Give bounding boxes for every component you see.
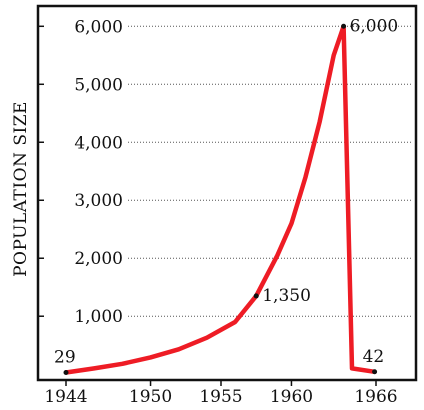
- annotation-label: 29: [54, 348, 76, 368]
- x-tick-label: 1955: [199, 387, 242, 407]
- y-axis-ticks: 1,000 2,000 3,000 4,000 5,000 6,000: [38, 17, 123, 327]
- annotation-point: [63, 370, 69, 376]
- y-tick-label: 5,000: [74, 75, 123, 95]
- grid-lines: [128, 25, 412, 317]
- annotation-point: [372, 369, 378, 375]
- annotation-point: [253, 293, 259, 299]
- x-tick-label: 1966: [354, 387, 397, 407]
- y-tick-label: 4,000: [74, 133, 123, 153]
- x-tick-label: 1944: [44, 387, 87, 407]
- annotation-label: 1,350: [262, 286, 311, 306]
- x-tick-label: 1950: [129, 387, 172, 407]
- annotation-point: [341, 23, 347, 29]
- annotation-label: 42: [363, 347, 385, 367]
- y-tick-label: 3,000: [74, 191, 123, 211]
- series-layer: [63, 24, 377, 375]
- y-tick-label: 6,000: [74, 17, 123, 37]
- annotation-label: 6,000: [350, 16, 399, 36]
- x-tick-label: 1960: [270, 387, 313, 407]
- y-axis-label: POPULATION SIZE: [11, 101, 31, 277]
- population-series-line: [63, 24, 377, 375]
- annotations: 29 1,350 6,000 42: [54, 16, 399, 376]
- y-tick-label: 2,000: [74, 249, 123, 269]
- y-tick-label: 1,000: [74, 307, 123, 327]
- plot-frame: [36, 4, 418, 382]
- x-axis-ticks: 1944 1950 1955 1960 1966: [44, 380, 398, 407]
